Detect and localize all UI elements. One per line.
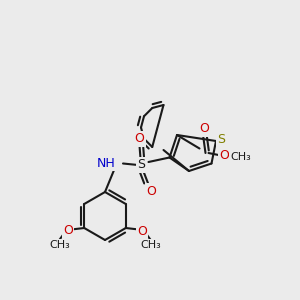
Text: O: O xyxy=(63,224,73,238)
Text: O: O xyxy=(219,149,229,162)
Text: O: O xyxy=(147,184,156,198)
Text: S: S xyxy=(218,133,225,146)
Text: NH: NH xyxy=(97,157,116,170)
Text: S: S xyxy=(137,158,145,172)
Text: CH₃: CH₃ xyxy=(230,152,251,162)
Text: O: O xyxy=(135,132,144,146)
Text: O: O xyxy=(137,224,147,238)
Text: O: O xyxy=(199,122,208,136)
Text: CH₃: CH₃ xyxy=(49,240,70,250)
Text: CH₃: CH₃ xyxy=(140,240,161,250)
